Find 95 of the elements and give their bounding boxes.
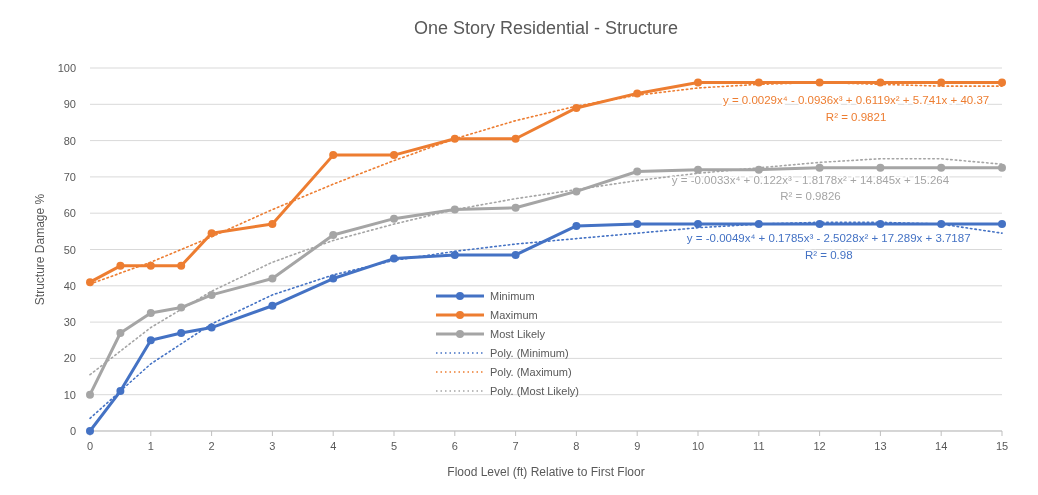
y-axis-title: Structure Damage % [33, 193, 47, 306]
point [268, 301, 277, 310]
point [390, 214, 398, 223]
point [86, 278, 94, 287]
x-tick-label: 3 [269, 440, 276, 452]
point [572, 221, 581, 230]
x-tick-label: 14 [935, 440, 948, 452]
point [450, 134, 459, 143]
point [450, 205, 459, 214]
y-tick-label: 100 [57, 62, 76, 74]
point [572, 187, 581, 196]
legend-label: Minimum [490, 290, 535, 302]
point [694, 78, 702, 87]
point [815, 220, 824, 229]
point [329, 230, 338, 239]
point [329, 151, 338, 160]
annotation: y = 0.0029x⁴ - 0.0936x³ + 0.6119x² + 5.741x + 40.37 [722, 94, 990, 107]
annotation: R² = 0.9821 [825, 110, 887, 123]
x-tick-label: 15 [995, 440, 1009, 452]
point [207, 323, 216, 332]
point [511, 134, 520, 143]
x-tick-label: 7 [512, 440, 519, 452]
x-tick-label: 11 [753, 440, 765, 452]
legend-label: Maximum [490, 309, 538, 321]
point [390, 151, 398, 160]
y-tick-label: 30 [63, 316, 76, 329]
point [116, 261, 125, 270]
x-tick-label: 0 [86, 440, 94, 452]
x-tick-label: 8 [573, 440, 580, 452]
point [815, 163, 824, 172]
x-tick-label: 5 [390, 440, 398, 452]
point [390, 254, 398, 263]
annotation: y = -0.0049x⁴ + 0.1785x³ - 2.5028x² + 17.289x + 3.7187 [686, 232, 971, 245]
annotation: y = -0.0033x⁴ + 0.122x³ - 1.8178x² + 14.845x + 15.264 [671, 174, 950, 187]
x-tick-label: 2 [208, 440, 215, 452]
point [116, 328, 125, 337]
point [754, 78, 763, 87]
legend-label: Poly. (Most Likely) [490, 385, 580, 397]
point [511, 250, 520, 259]
point [146, 261, 155, 270]
point [694, 165, 702, 174]
point [268, 220, 277, 229]
y-tick-label: 20 [63, 352, 76, 365]
point [937, 78, 946, 87]
point [815, 78, 824, 87]
point [268, 274, 277, 283]
point [633, 220, 642, 229]
legend-label: Poly. (Maximum) [490, 366, 572, 378]
point [876, 163, 885, 172]
annotation: R² = 0.98 [804, 248, 853, 261]
x-tick-label: 6 [451, 440, 458, 452]
point [207, 229, 216, 238]
legend-label: Most Likely [490, 328, 546, 340]
y-tick-label: 70 [63, 170, 76, 183]
point [450, 250, 459, 259]
x-tick-label: 9 [634, 440, 641, 452]
x-tick-label: 12 [813, 440, 826, 452]
point [86, 390, 94, 399]
point [998, 220, 1006, 229]
point [754, 220, 763, 229]
y-tick-label: 50 [63, 243, 76, 256]
point [572, 103, 581, 112]
x-tick-label: 13 [874, 440, 887, 452]
y-tick-label: 90 [63, 98, 76, 111]
point [754, 165, 763, 174]
legend-label: Poly. (Minimum) [490, 347, 569, 359]
x-tick-label: 1 [147, 440, 154, 452]
y-tick-label: 40 [63, 279, 76, 292]
point [177, 303, 186, 312]
point [511, 203, 520, 212]
point [694, 220, 702, 229]
point [937, 220, 946, 229]
point [146, 309, 155, 318]
x-axis-title: Flood Level (ft) Relative to First Floor [447, 465, 645, 479]
point [633, 89, 642, 98]
point [633, 167, 642, 176]
point [116, 387, 125, 396]
chart-title: One Story Residential - Structure [413, 18, 679, 38]
y-tick-label: 0 [69, 425, 76, 437]
y-tick-label: 10 [63, 388, 76, 401]
point [876, 220, 885, 229]
point [207, 290, 216, 299]
point [998, 78, 1006, 87]
point [177, 261, 186, 270]
x-tick-label: 10 [691, 440, 705, 452]
point [329, 274, 338, 283]
x-tick-label: 4 [330, 440, 337, 452]
point [177, 328, 186, 337]
point [146, 336, 155, 345]
point [937, 163, 946, 172]
y-tick-label: 80 [63, 134, 76, 147]
point [876, 78, 885, 87]
annotation: R² = 0.9826 [780, 190, 841, 203]
y-tick-label: 60 [63, 207, 76, 220]
point [998, 163, 1006, 172]
